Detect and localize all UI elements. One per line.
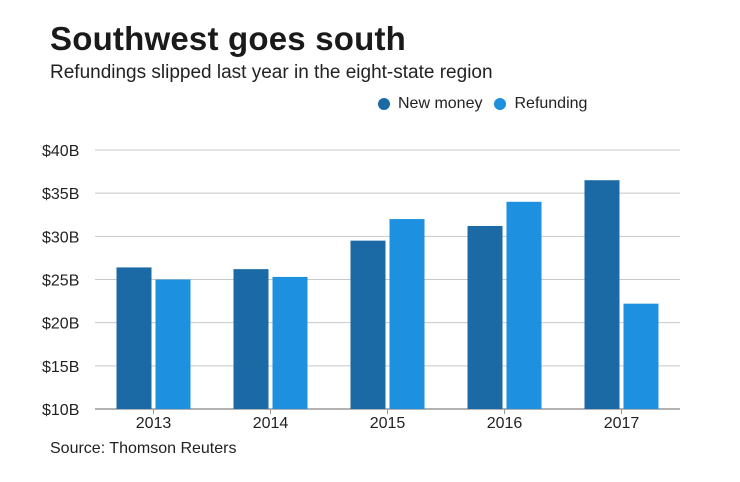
y-tick-label: $35B (42, 186, 79, 203)
y-tick-label: $10B (42, 402, 79, 419)
x-tick-label: 2017 (604, 415, 640, 432)
legend-swatch-new-money (378, 98, 390, 110)
bar-refunding-2017 (623, 303, 659, 409)
y-tick-label: $15B (42, 359, 79, 376)
y-tick-label: $25B (42, 273, 79, 290)
bar-refunding-2013 (155, 279, 191, 409)
bar-new-money-2017 (584, 180, 620, 409)
bar-new-money-2015 (350, 240, 386, 409)
legend-item-refunding: Refunding (494, 95, 587, 113)
bar-refunding-2015 (389, 219, 425, 409)
x-tick-label: 2016 (487, 415, 523, 432)
chart-subtitle: Refundings slipped last year in the eigh… (50, 62, 493, 83)
bar-new-money-2013 (116, 267, 152, 409)
bar-new-money-2014 (233, 269, 269, 409)
legend-label-new-money: New money (398, 95, 483, 112)
x-tick-label: 2013 (136, 415, 172, 432)
x-tick-label: 2015 (370, 415, 406, 432)
source-note: Source: Thomson Reuters (50, 440, 237, 457)
y-tick-label: $20B (42, 316, 79, 333)
legend-item-new-money: New money (378, 95, 482, 113)
y-tick-label: $40B (42, 143, 79, 160)
legend: New money Refunding (378, 95, 599, 113)
x-tick-label: 2014 (253, 415, 289, 432)
bar-refunding-2016 (506, 201, 542, 409)
legend-swatch-refunding (494, 98, 507, 110)
bar-new-money-2016 (467, 225, 503, 409)
chart-title: Southwest goes south (50, 20, 407, 57)
bar-refunding-2014 (272, 276, 308, 409)
y-tick-label: $30B (42, 229, 79, 246)
legend-label-refunding: Refunding (514, 95, 588, 112)
